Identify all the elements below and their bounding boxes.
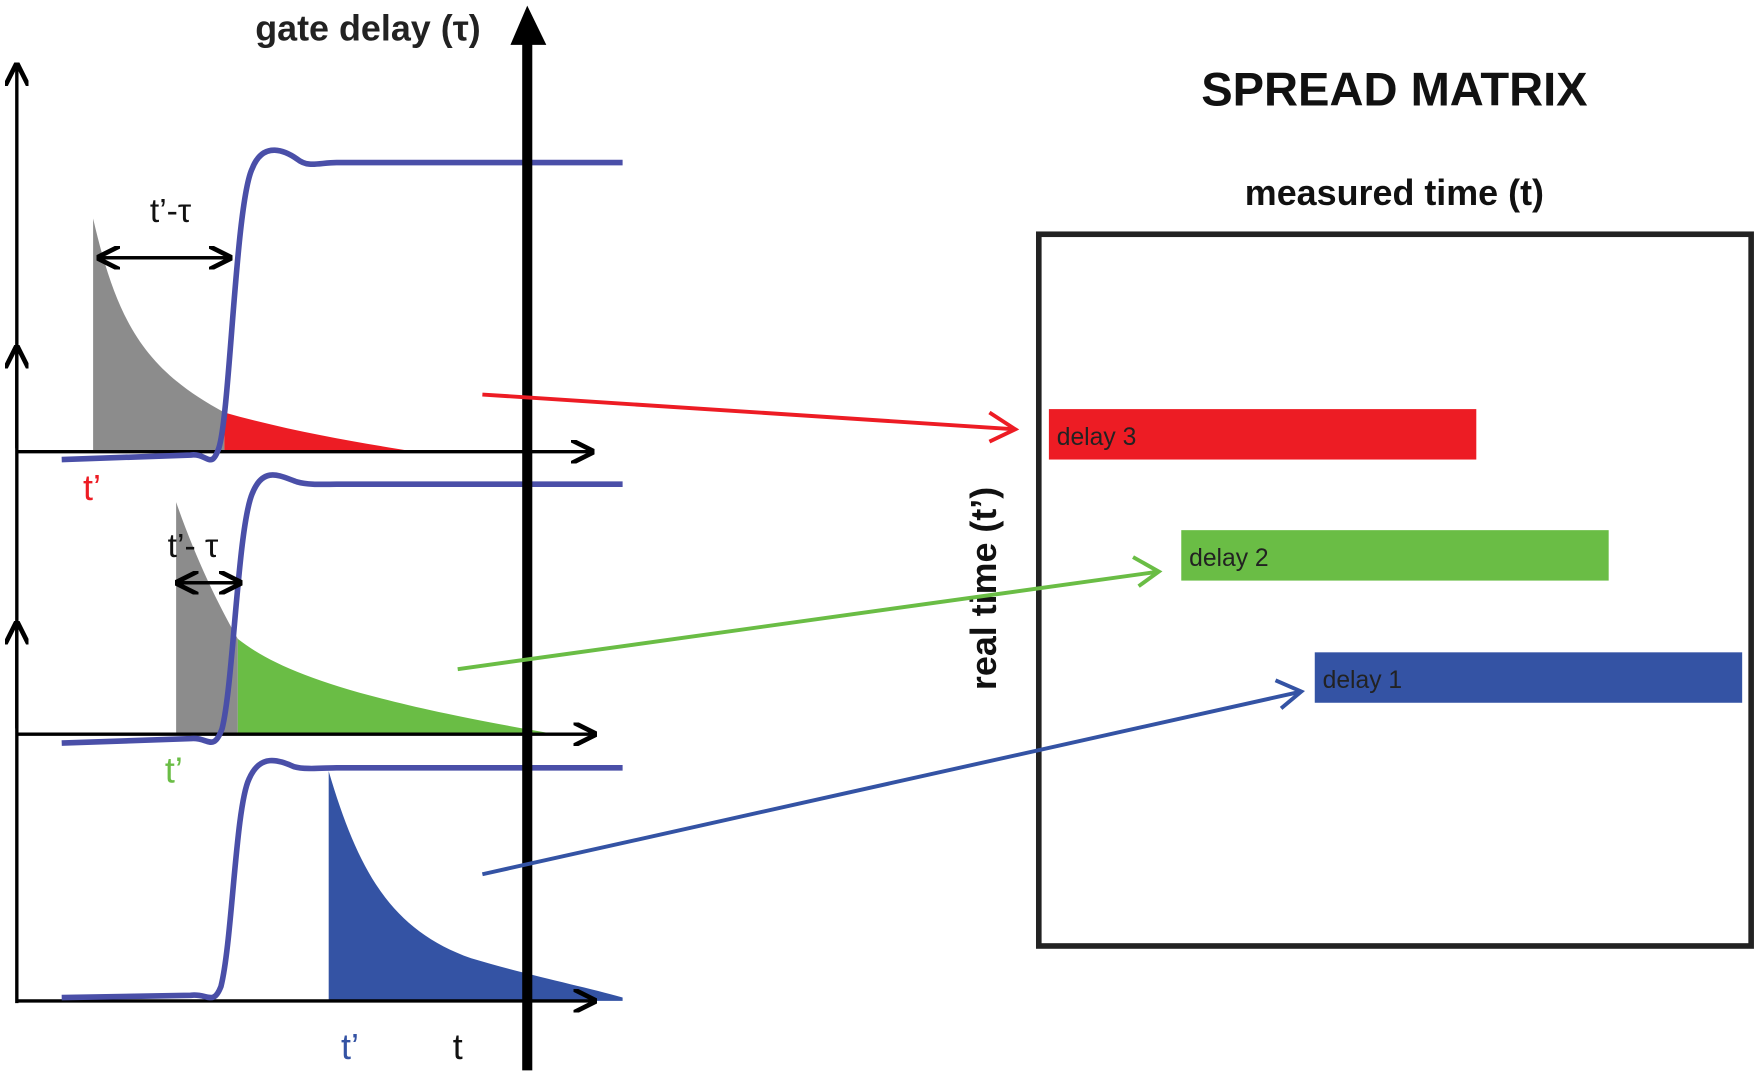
delay-2-bar (1181, 530, 1609, 581)
delay-3-bar (1048, 409, 1477, 460)
panel3-interval-label: t’-τ (150, 193, 191, 230)
blue-mapping-arrow (481, 689, 1302, 877)
delay-1-label: delay 1 (1323, 667, 1403, 694)
spread-matrix-title: SPREAD MATRIX (1201, 62, 1587, 115)
gate-curve-1 (61, 757, 623, 1001)
t-prime-blue-label: t’ (341, 1027, 359, 1067)
gate-curves (61, 147, 623, 1001)
t-prime-red-label: t’ (83, 468, 101, 508)
red-mapping-arrow (482, 392, 1016, 432)
real-time-label: real time (t’) (964, 487, 1004, 690)
interval-arrows (99, 258, 240, 583)
panel1-blue-decay (328, 771, 623, 1001)
measured-time-label: measured time (t) (1245, 173, 1544, 213)
panel2-gray-decay (176, 502, 238, 735)
gate-curve-2 (61, 472, 623, 746)
green-mapping-arrow (457, 569, 1160, 672)
mapping-arrows (457, 392, 1306, 877)
delay-2-label: delay 2 (1189, 545, 1269, 572)
gate-delay-axis-arrowhead (510, 5, 547, 45)
gate-delay-label: gate delay (τ) (255, 8, 480, 48)
delay-1-bar (1314, 652, 1743, 703)
panel3-red-decay (224, 412, 416, 452)
panel3-gray-decay (93, 218, 225, 452)
t-label: t (453, 1027, 463, 1067)
gate-curve-3 (61, 147, 623, 463)
delay-3-label: delay 3 (1057, 424, 1137, 451)
t-prime-green-label: t’ (165, 750, 183, 790)
matrix-box (1035, 231, 1754, 949)
panel2-interval-label: t’- τ (168, 528, 219, 565)
left-axes (17, 65, 595, 1003)
panel2-green-decay (237, 638, 556, 735)
